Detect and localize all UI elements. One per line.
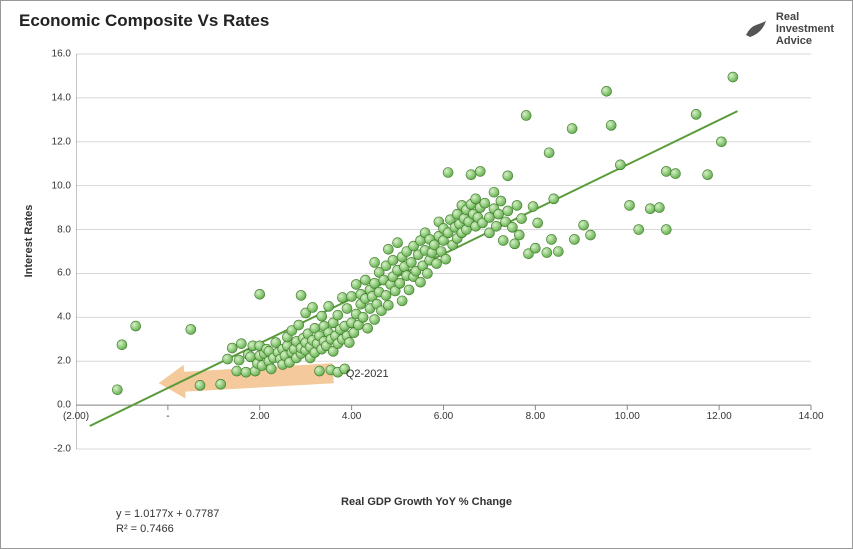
x-tick: (2.00)	[63, 411, 89, 422]
x-tick: 6.00	[434, 411, 453, 422]
equation-block: y = 1.0177x + 0.7787 R² = 0.7466	[116, 507, 219, 536]
y-tick: 0.0	[31, 400, 71, 411]
y-tick: -2.0	[31, 444, 71, 455]
brand-logo: Real Investment Advice	[742, 11, 834, 47]
eagle-icon	[742, 15, 770, 43]
y-tick: 8.0	[31, 224, 71, 235]
x-tick: 14.00	[798, 411, 823, 422]
x-tick: 4.00	[342, 411, 361, 422]
brand-line3: Advice	[776, 35, 834, 47]
r-squared: R² = 0.7466	[116, 522, 219, 536]
y-tick: 2.0	[31, 356, 71, 367]
x-tick: 12.00	[707, 411, 732, 422]
brand-line1: Real	[776, 11, 834, 23]
brand-line2: Investment	[776, 23, 834, 35]
y-tick: 6.0	[31, 268, 71, 279]
x-tick: 2.00	[250, 411, 269, 422]
y-axis-label: Interest Rates	[23, 205, 35, 278]
x-axis-label: Real GDP Growth YoY % Change	[341, 496, 512, 508]
y-tick: 14.0	[31, 92, 71, 103]
x-tick: -	[166, 411, 169, 422]
y-tick: 16.0	[31, 49, 71, 60]
chart-title: Economic Composite Vs Rates	[19, 11, 269, 31]
trendline-equation: y = 1.0177x + 0.7787	[116, 507, 219, 521]
q2-2021-annotation: Q2-2021	[346, 368, 389, 380]
y-tick: 10.0	[31, 180, 71, 191]
y-tick: 12.0	[31, 136, 71, 147]
x-tick: 10.00	[615, 411, 640, 422]
y-tick: 4.0	[31, 312, 71, 323]
x-tick: 8.00	[526, 411, 545, 422]
